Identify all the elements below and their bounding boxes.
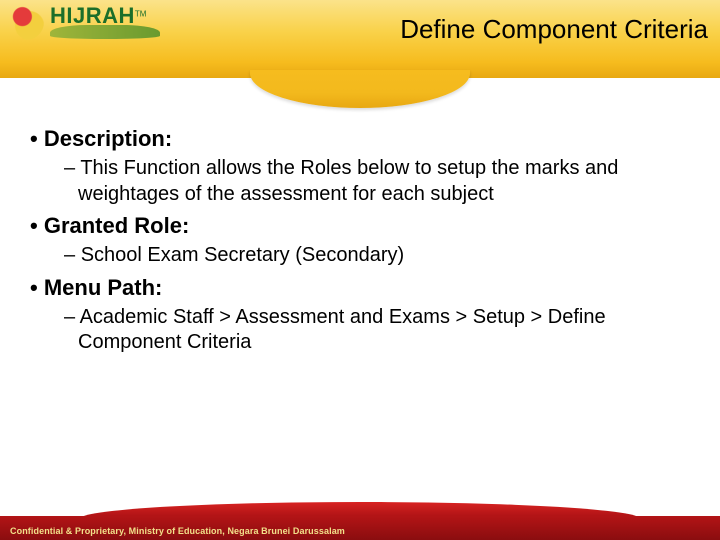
footer: Confidential & Proprietary, Ministry of … <box>0 490 720 540</box>
page-title: Define Component Criteria <box>400 14 708 45</box>
crest-icon <box>8 4 44 40</box>
section-item: Academic Staff > Assessment and Exams > … <box>64 305 690 356</box>
header-banner: HIJRAHTM Define Component Criteria <box>0 0 720 78</box>
section-item: School Exam Secretary (Secondary) <box>64 243 690 269</box>
logo-block: HIJRAHTM <box>8 4 160 40</box>
content-area: Description: This Function allows the Ro… <box>30 120 690 362</box>
section-heading-description: Description: <box>30 126 690 152</box>
brand-tm: TM <box>135 10 147 19</box>
section-item: This Function allows the Roles below to … <box>64 156 690 207</box>
section-heading-menu-path: Menu Path: <box>30 275 690 301</box>
brand-swoosh-icon <box>50 25 160 39</box>
footer-text: Confidential & Proprietary, Ministry of … <box>10 526 345 536</box>
brand-name: HIJRAHTM <box>50 5 160 27</box>
header-notch <box>250 70 470 108</box>
brand: HIJRAHTM <box>50 5 160 39</box>
section-heading-granted-role: Granted Role: <box>30 213 690 239</box>
